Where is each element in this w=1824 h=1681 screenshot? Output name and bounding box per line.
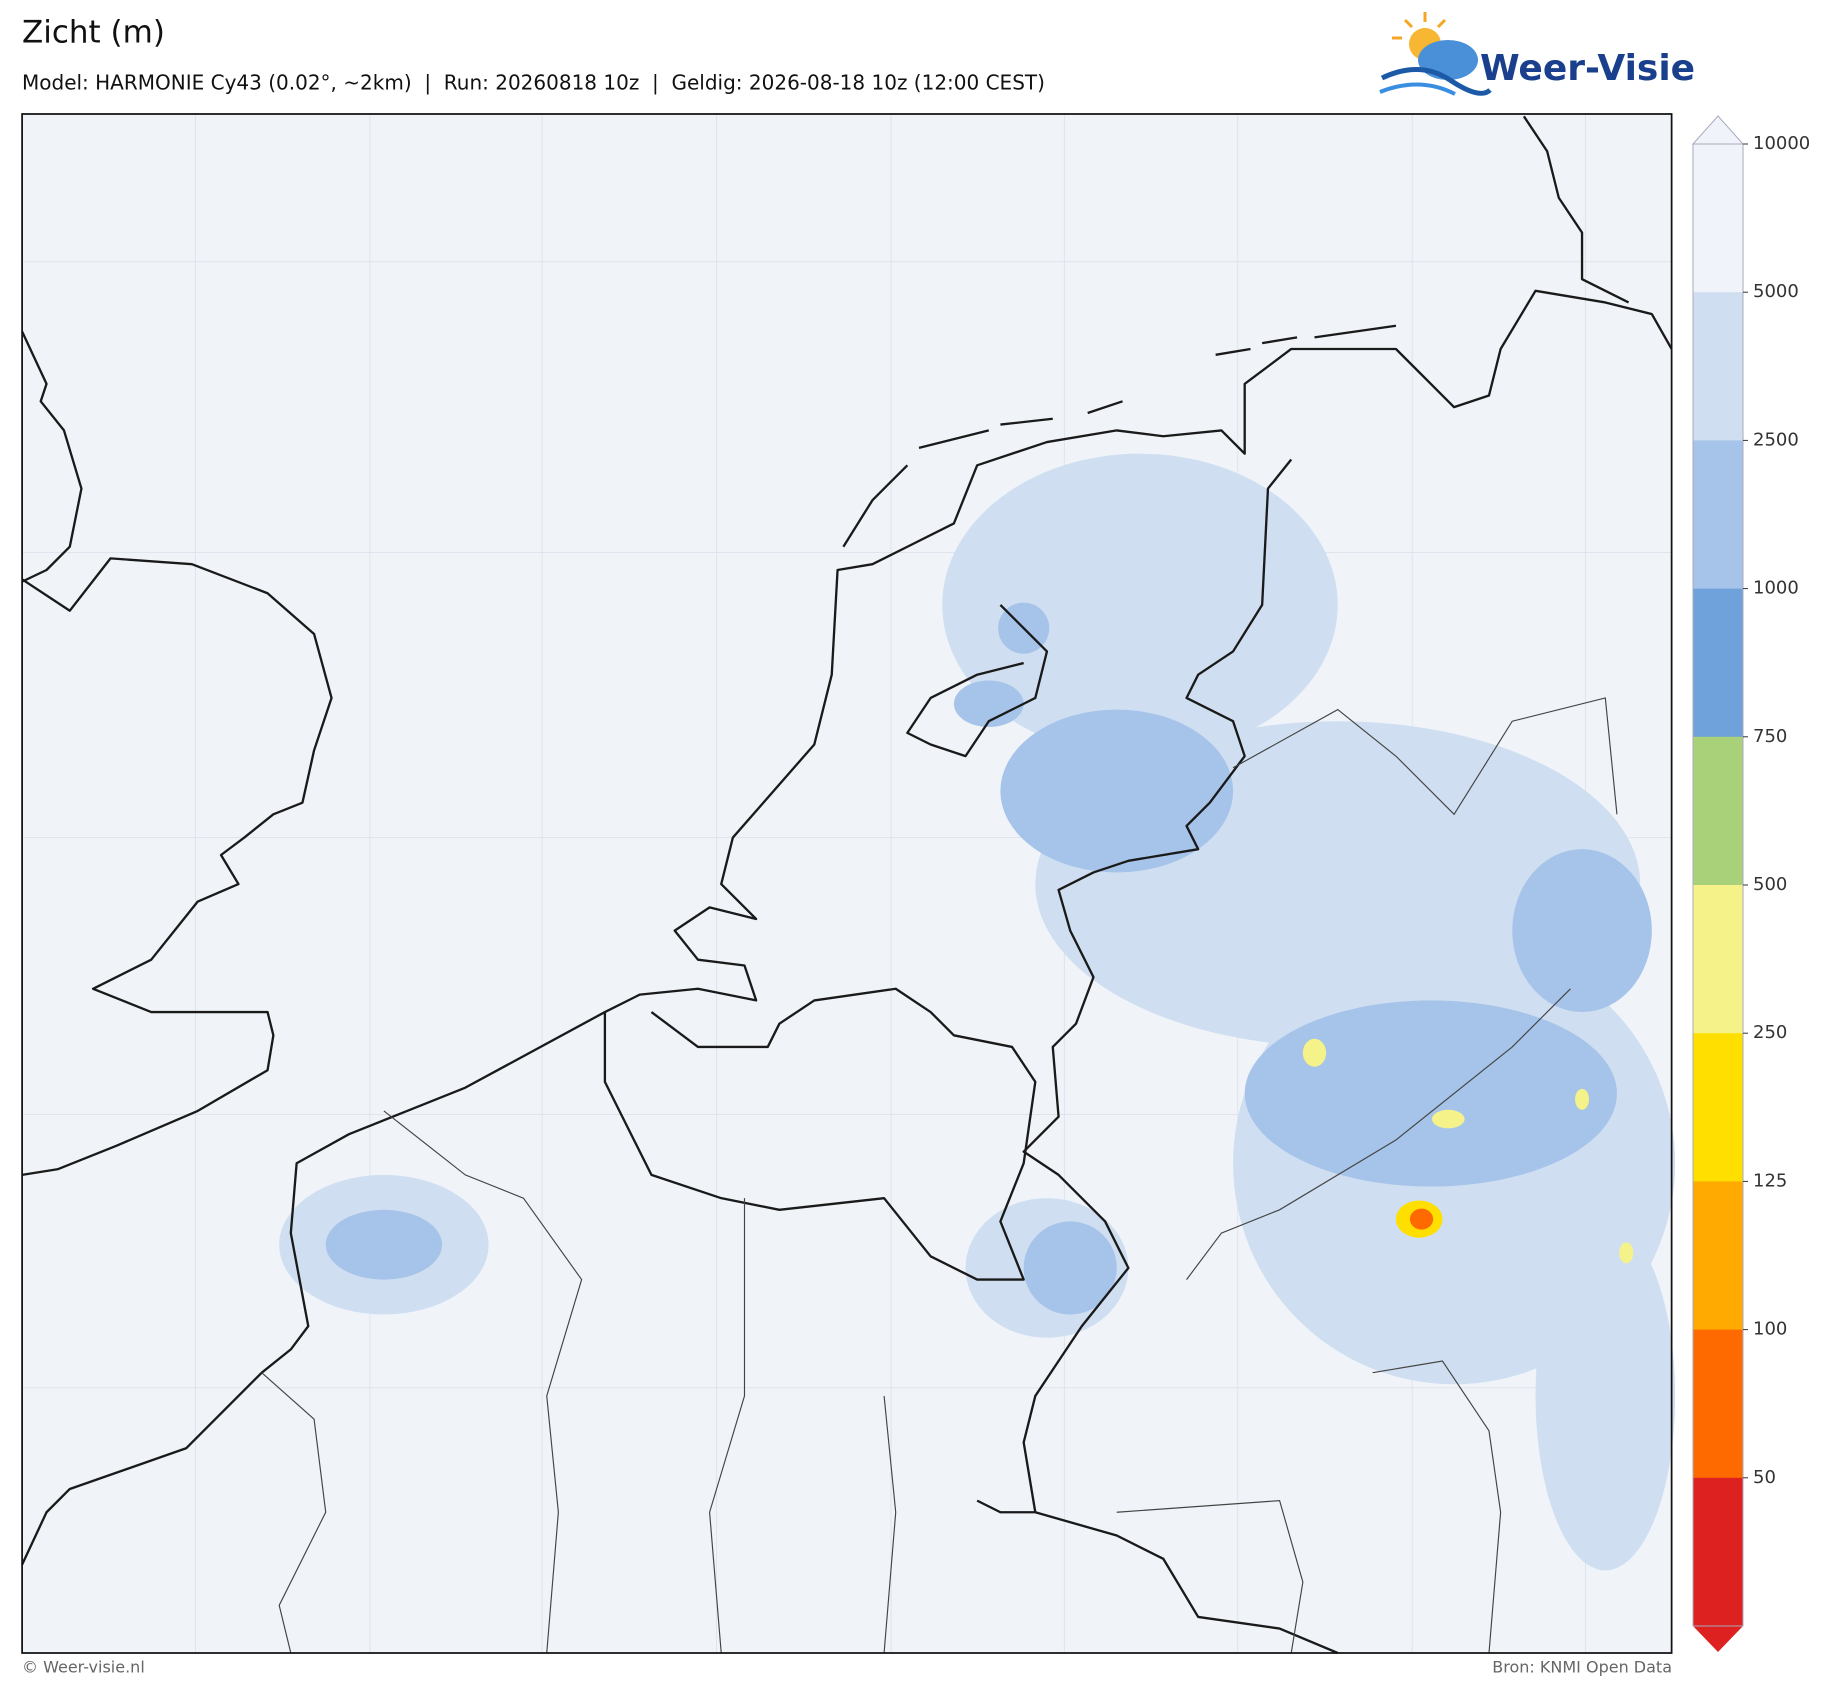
title: Zicht (m): [22, 15, 165, 51]
logo-icon: [1379, 12, 1492, 96]
colorbar-band: [1693, 440, 1743, 590]
colorbar-tick-label: 2500: [1753, 429, 1799, 450]
logo: Weer-Visie: [1379, 12, 1695, 96]
footer-left: © Weer-visie.nl: [22, 1658, 145, 1677]
colorbar-band: [1693, 144, 1743, 293]
colorbar-extension-bottom: [1693, 1626, 1743, 1652]
colorbar-tick-label: 250: [1753, 1022, 1787, 1043]
colorbar-tick-label: 100: [1753, 1319, 1787, 1340]
map: [21, 113, 1676, 1655]
subtitle: Model: HARMONIE Cy43 (0.02°, ~2km) | Run…: [22, 71, 1045, 95]
colorbar-band: [1693, 1033, 1743, 1182]
map-frame: [21, 113, 1673, 1654]
visibility-field: [279, 453, 1676, 1571]
colorbar-tick-label: 5000: [1753, 281, 1799, 302]
colorbar-band: [1693, 588, 1743, 738]
colorbar-tick-label: 125: [1753, 1170, 1787, 1191]
colorbar-tick-label: 10000: [1753, 133, 1810, 154]
colorbar-band: [1693, 1329, 1743, 1479]
colorbar-tick-label: 750: [1753, 726, 1787, 747]
footer-right: Bron: KNMI Open Data: [1492, 1658, 1672, 1677]
colorbar: 10000 5000 2500 1000 750 500 250 125 100 50: [1691, 115, 1810, 1652]
colorbar-extension-top: [1691, 115, 1745, 145]
regional-borders: [261, 697, 1618, 1654]
colorbar-tick-label: 1000: [1753, 578, 1799, 599]
graticule: [22, 114, 1672, 1654]
coastlines: [21, 115, 1673, 1655]
colorbar-band: [1693, 292, 1743, 441]
logo-text: Weer-Visie: [1480, 48, 1695, 89]
colorbar-tick-label: 500: [1753, 874, 1787, 895]
colorbar-tick-label: 50: [1753, 1467, 1776, 1488]
colorbar-band: [1693, 885, 1743, 1034]
colorbar-band: [1693, 1477, 1743, 1627]
colorbar-band: [1693, 736, 1743, 886]
colorbar-band: [1693, 1181, 1743, 1331]
